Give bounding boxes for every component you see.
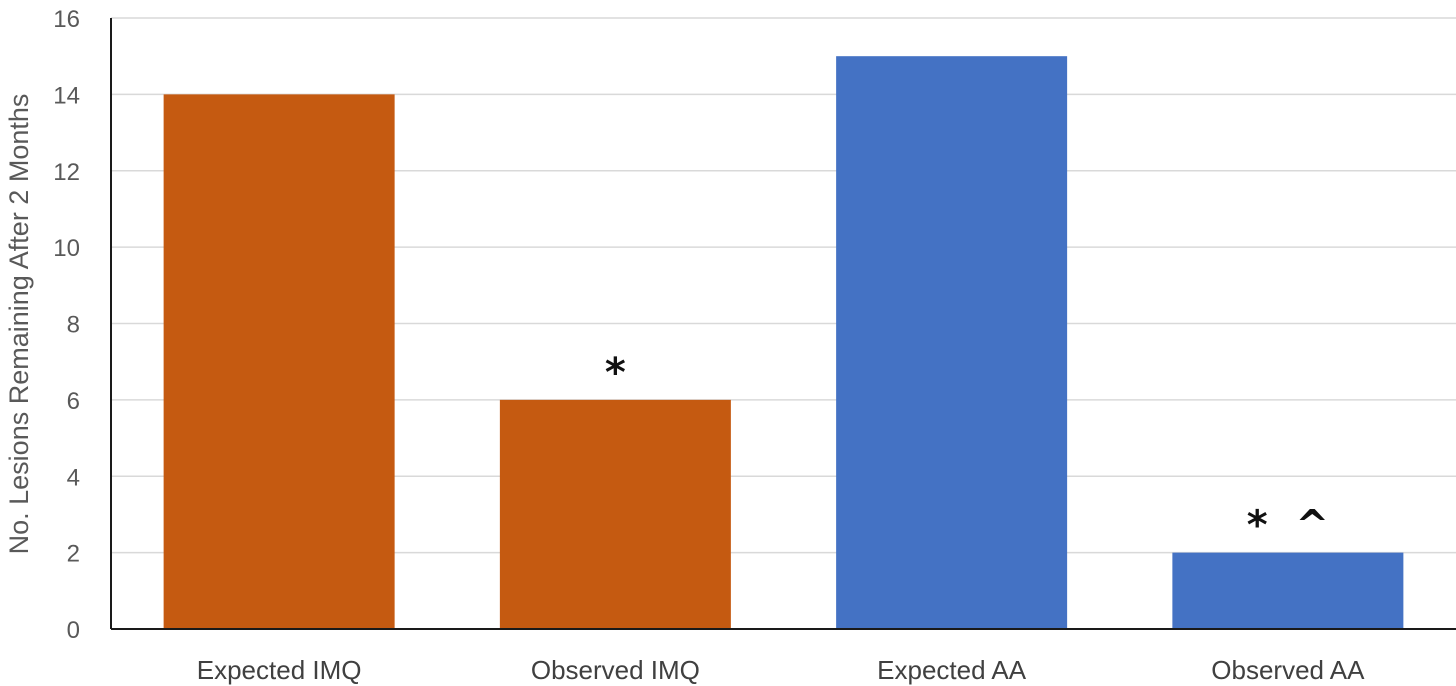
y-tick-label: 8 (67, 312, 80, 339)
significance-marker: * (605, 350, 626, 396)
y-tick-label: 16 (53, 6, 80, 33)
bar (499, 399, 731, 629)
bar (163, 94, 395, 629)
y-axis-title: No. Lesions Remaining After 2 Months (4, 94, 34, 555)
y-tick-label: 12 (53, 159, 80, 186)
bar-annotations: * * ^ (605, 350, 1329, 549)
x-tick-label: Expected IMQ (197, 655, 362, 685)
x-tick-label: Expected AA (877, 655, 1027, 685)
x-tick-label: Observed IMQ (531, 655, 700, 685)
y-tick-label: 0 (67, 617, 80, 644)
x-axis-labels: Expected IMQ Observed IMQ Expected AA Obser… (197, 655, 1365, 685)
y-tick-label: 10 (53, 235, 80, 262)
y-axis-ticks: 0 2 4 6 8 10 12 14 16 (53, 6, 80, 644)
bar (836, 56, 1068, 629)
y-tick-label: 6 (67, 388, 80, 415)
bars (163, 56, 1404, 629)
y-tick-label: 14 (53, 82, 80, 109)
x-tick-label: Observed AA (1211, 655, 1365, 685)
bar (1172, 552, 1404, 629)
significance-marker: * ^ (1247, 503, 1329, 549)
y-tick-label: 4 (67, 464, 80, 491)
y-tick-label: 2 (67, 541, 80, 568)
